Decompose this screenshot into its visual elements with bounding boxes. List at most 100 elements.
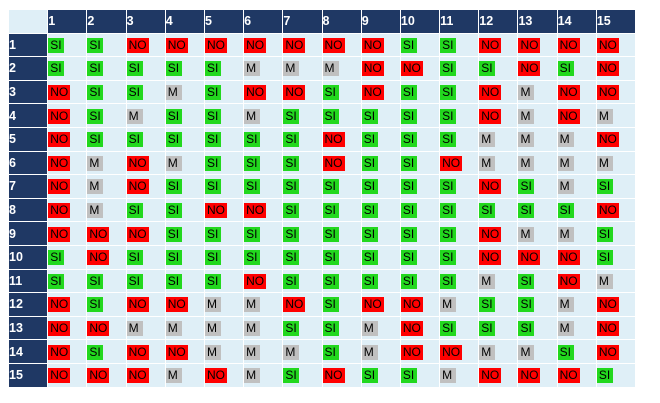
value-tag: M xyxy=(204,344,221,360)
grid-cell: SI xyxy=(399,79,441,105)
grid-cell: SI xyxy=(399,362,441,388)
value-tag: SI xyxy=(322,297,339,313)
value-tag: NO xyxy=(479,226,502,242)
value-tag: SI xyxy=(518,273,535,289)
value-tag: SI xyxy=(204,250,221,266)
grid-cell: NO xyxy=(47,362,88,388)
value-tag: M xyxy=(87,179,104,195)
value-tag: M xyxy=(244,344,261,360)
value-tag: M xyxy=(440,368,457,384)
table-row: 13 NO NO M M M M SI SI M NO SI SI SI M NO xyxy=(7,315,637,341)
grid-cell: SI xyxy=(439,32,480,58)
grid-cell: SI xyxy=(203,174,245,199)
value-tag: SI xyxy=(244,250,261,266)
value-tag: SI xyxy=(283,321,300,337)
row-header: 8 xyxy=(7,197,49,223)
value-tag: NO xyxy=(557,273,580,289)
value-tag: SI xyxy=(518,321,535,337)
value-tag: SI xyxy=(165,179,182,195)
value-tag: SI xyxy=(283,273,300,289)
value-tag: NO xyxy=(244,203,267,219)
value-tag: SI xyxy=(244,155,261,171)
value-tag: NO xyxy=(165,297,188,313)
grid-cell: M xyxy=(321,56,362,81)
grid-cell: SI xyxy=(203,79,245,105)
table-row: 1 SI SI NO NO NO NO NO NO NO SI SI NO NO NO NO xyxy=(7,32,637,58)
grid-cell: NO xyxy=(164,339,205,364)
value-tag: SI xyxy=(400,179,417,195)
grid-cell: M xyxy=(243,315,284,341)
grid-cell: NO xyxy=(47,315,88,341)
value-tag: NO xyxy=(596,85,619,101)
results-grid: 1 2 3 4 5 6 7 8 9 10 11 12 13 14 15 1 SI SI NO NO NO NO NO NO N… xyxy=(7,9,637,388)
grid-cell: SI xyxy=(203,150,245,176)
grid-cell: M xyxy=(595,150,637,176)
value-tag: NO xyxy=(596,321,619,337)
column-header-row: 1 2 3 4 5 6 7 8 9 10 11 12 13 14 15 xyxy=(7,9,637,34)
value-tag: SI xyxy=(165,250,182,266)
grid-cell: SI xyxy=(321,221,362,246)
grid-cell: NO xyxy=(595,197,637,223)
grid-cell: SI xyxy=(595,362,637,388)
table-row: 15 NO NO NO M NO M SI NO SI SI M NO NO NO SI xyxy=(7,362,637,388)
value-tag: SI xyxy=(165,203,182,219)
grid-cell: SI xyxy=(439,268,480,294)
grid-cell: M xyxy=(595,268,637,294)
value-tag: NO xyxy=(400,297,423,313)
grid-cell: SI xyxy=(282,103,323,128)
value-tag: M xyxy=(204,321,221,337)
grid-cell: M xyxy=(556,150,597,176)
value-tag: SI xyxy=(596,368,613,384)
grid-cell: SI xyxy=(282,221,323,246)
grid-cell: SI xyxy=(517,174,558,199)
value-tag: SI xyxy=(87,297,104,313)
grid-cell: NO xyxy=(360,56,401,81)
grid-cell: SI xyxy=(321,292,362,317)
value-tag: NO xyxy=(283,297,306,313)
grid-cell: NO xyxy=(47,79,88,105)
value-tag: NO xyxy=(87,226,110,242)
value-tag: SI xyxy=(400,273,417,289)
grid-cell: SI xyxy=(321,79,362,105)
grid-cell: NO xyxy=(478,221,519,246)
value-tag: NO xyxy=(48,203,71,219)
grid-cell: NO xyxy=(478,79,519,105)
value-tag: NO xyxy=(48,226,71,242)
value-tag: SI xyxy=(518,297,535,313)
value-tag: NO xyxy=(518,250,541,266)
value-tag: SI xyxy=(440,37,457,53)
grid-cell: NO xyxy=(282,292,323,317)
grid-cell: SI xyxy=(86,56,127,81)
value-tag: SI xyxy=(479,297,496,313)
grid-cell: SI xyxy=(243,174,284,199)
value-tag: SI xyxy=(126,61,143,77)
grid-cell: M xyxy=(125,103,166,128)
grid-cell: NO xyxy=(517,362,558,388)
value-tag: NO xyxy=(479,108,502,124)
grid-cell: NO xyxy=(556,362,597,388)
value-tag: NO xyxy=(87,368,110,384)
value-tag: NO xyxy=(361,61,384,77)
value-tag: M xyxy=(518,226,535,242)
grid-cell: NO xyxy=(243,268,284,294)
value-tag: NO xyxy=(596,344,619,360)
value-tag: NO xyxy=(440,344,463,360)
grid-cell: M xyxy=(86,150,127,176)
value-tag: M xyxy=(322,61,339,77)
value-tag: SI xyxy=(400,108,417,124)
grid-cell: SI xyxy=(399,197,441,223)
grid-cell: NO xyxy=(595,315,637,341)
value-tag: SI xyxy=(557,344,574,360)
value-tag: SI xyxy=(87,132,104,148)
value-tag: NO xyxy=(165,344,188,360)
value-tag: M xyxy=(479,344,496,360)
value-tag: M xyxy=(479,273,496,289)
row-header: 2 xyxy=(7,56,49,81)
column-header: 15 xyxy=(595,9,637,34)
value-tag: NO xyxy=(126,368,149,384)
value-tag: M xyxy=(165,155,182,171)
value-tag: SI xyxy=(87,61,104,77)
value-tag: SI xyxy=(283,226,300,242)
grid-cell: SI xyxy=(282,362,323,388)
value-tag: SI xyxy=(244,179,261,195)
